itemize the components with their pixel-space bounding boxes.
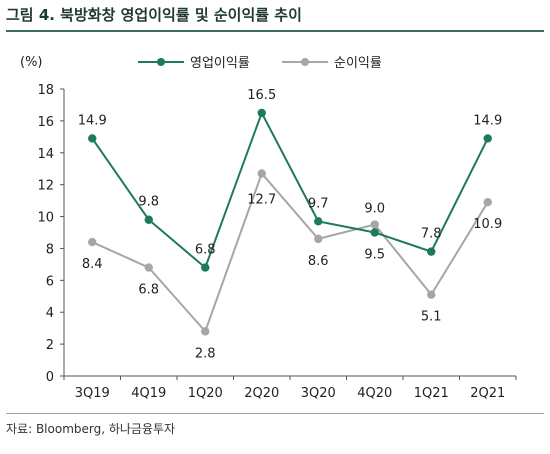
y-tick-label: 16	[37, 115, 54, 130]
data-label: 6.8	[138, 283, 159, 298]
y-axis-unit-label: (%)	[20, 55, 43, 70]
y-tick-label: 6	[46, 274, 54, 289]
data-point	[144, 215, 153, 224]
data-labels: 14.9 9.8 6.8 16.5 9.7 9.0 7.8 14.9 8.4 6.8 2.8 12.7…	[78, 88, 502, 361]
line-chart: (%) 영업이익률 순이익률 0 2 4 6 8 10 12 14 16 18 3Q19 4Q19 1Q2…	[20, 55, 517, 401]
figure-title: 그림 4. 북방화창 영업이익률 및 순이익률 추이	[6, 6, 302, 24]
y-tick-label: 2	[46, 338, 54, 353]
data-point	[483, 198, 492, 207]
x-tick-label: 1Q21	[414, 386, 449, 401]
data-label: 9.7	[308, 196, 329, 211]
data-label: 14.9	[78, 113, 107, 128]
series-line-1	[91, 171, 489, 334]
data-point	[88, 134, 97, 143]
data-label: 6.8	[195, 243, 216, 258]
data-point	[427, 290, 436, 299]
data-label: 7.8	[421, 227, 442, 242]
series-layer	[88, 108, 492, 336]
data-label: 9.0	[364, 202, 385, 217]
y-tick-label: 0	[46, 370, 54, 385]
title-divider	[6, 30, 544, 32]
legend-label: 영업이익률	[190, 56, 250, 71]
legend-swatch-marker	[301, 58, 309, 66]
y-tick-label: 14	[37, 147, 54, 162]
x-tick-label: 4Q20	[357, 386, 392, 401]
y-tick-label: 18	[37, 83, 54, 98]
data-point	[314, 234, 323, 244]
data-point	[314, 217, 323, 226]
data-point	[370, 220, 379, 229]
data-label: 2.8	[195, 346, 216, 361]
legend: 영업이익률 순이익률	[138, 56, 382, 71]
x-tick-label: 3Q20	[301, 386, 336, 401]
data-label: 8.6	[308, 254, 329, 269]
data-label: 16.5	[247, 88, 276, 103]
data-point	[427, 247, 436, 256]
x-tick-label: 4Q19	[131, 386, 166, 401]
series-line-0	[91, 110, 489, 270]
x-tick-label: 3Q19	[75, 386, 110, 401]
y-tick-label: 12	[37, 179, 54, 194]
data-label: 9.5	[364, 248, 385, 263]
data-label: 12.7	[247, 193, 276, 208]
data-label: 9.8	[138, 195, 159, 210]
data-point	[88, 237, 97, 247]
data-label: 10.9	[473, 217, 502, 232]
data-label: 8.4	[82, 257, 103, 272]
y-tick-label: 8	[46, 242, 54, 257]
data-label: 5.1	[421, 310, 442, 325]
data-point	[144, 263, 153, 272]
x-tick-label: 2Q21	[470, 386, 505, 401]
source-divider	[6, 413, 544, 414]
data-point	[257, 169, 266, 178]
data-point	[483, 134, 492, 143]
y-tick-label: 4	[46, 306, 54, 321]
x-tick-label: 1Q20	[188, 386, 223, 401]
data-point	[201, 263, 210, 272]
legend-label: 순이익률	[334, 56, 382, 71]
legend-swatch-marker	[157, 58, 165, 66]
source-note: 자료: Bloomberg, 하나금융투자	[6, 422, 176, 436]
data-label: 14.9	[473, 113, 502, 128]
data-point	[201, 327, 210, 336]
axes: 0 2 4 6 8 10 12 14 16 18 3Q19 4Q19 1Q20 2Q20 3Q20 4Q20 1…	[37, 83, 517, 401]
data-point	[257, 108, 266, 118]
data-point	[370, 228, 379, 237]
y-tick-label: 10	[37, 211, 54, 226]
x-tick-label: 2Q20	[244, 386, 279, 401]
